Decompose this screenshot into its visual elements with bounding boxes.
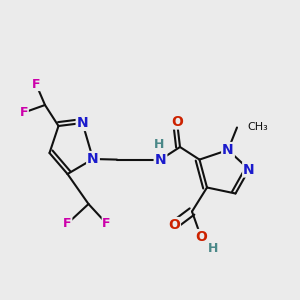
Text: N: N bbox=[155, 153, 166, 166]
Text: H: H bbox=[208, 242, 218, 256]
Text: N: N bbox=[87, 152, 99, 166]
Text: F: F bbox=[63, 217, 72, 230]
Text: N: N bbox=[77, 116, 88, 130]
Text: O: O bbox=[171, 115, 183, 128]
Text: H: H bbox=[154, 137, 164, 151]
Text: N: N bbox=[243, 163, 255, 176]
Text: F: F bbox=[102, 217, 111, 230]
Text: F: F bbox=[20, 106, 28, 119]
Text: N: N bbox=[222, 143, 234, 157]
Text: O: O bbox=[168, 218, 180, 232]
Text: CH₃: CH₃ bbox=[248, 122, 268, 133]
Text: F: F bbox=[32, 77, 40, 91]
Text: O: O bbox=[195, 230, 207, 244]
